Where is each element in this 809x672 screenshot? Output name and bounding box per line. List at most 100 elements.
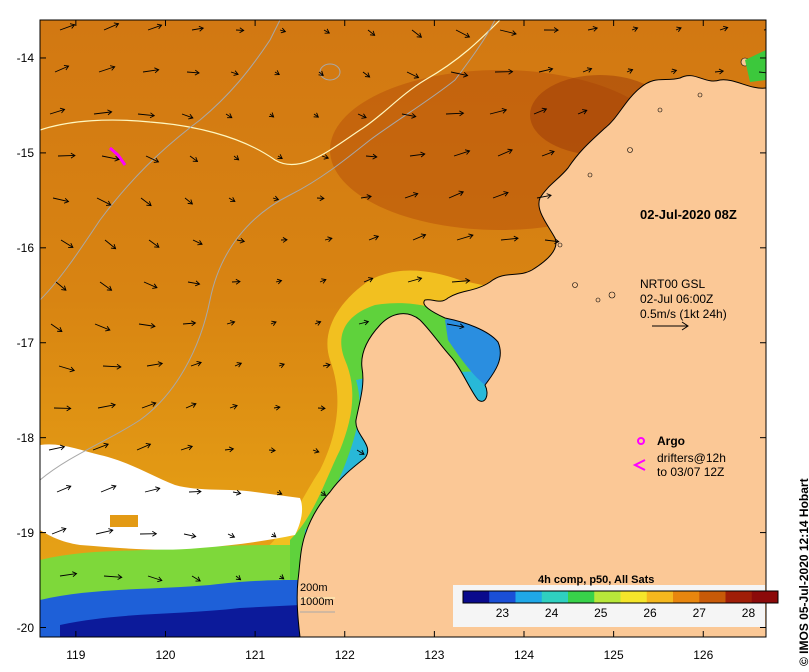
- axis-ticks: [40, 20, 766, 637]
- current-arrow: [184, 197, 194, 205]
- current-arrow: [143, 281, 158, 289]
- current-arrow: [714, 68, 725, 75]
- current-arrow: [406, 71, 420, 79]
- current-arrow: [55, 281, 67, 291]
- current-arrow: [145, 155, 160, 163]
- current-arrow: [675, 26, 682, 32]
- current-arrow: [229, 404, 238, 410]
- colorbar-tick-23: 23: [495, 606, 510, 620]
- current-scale-label: 0.5m/s (1kt 24h): [640, 307, 727, 321]
- current-arrow: [450, 71, 469, 78]
- current-arrow: [321, 154, 330, 160]
- current-arrow: [670, 68, 678, 75]
- current-arrow: [317, 405, 326, 412]
- argo-label: Argo: [657, 434, 685, 448]
- colorbar-cell: [646, 591, 674, 603]
- current-arrow: [103, 574, 123, 580]
- current-arrow: [99, 281, 113, 291]
- current-arrow: [136, 443, 152, 451]
- current-arrow: [587, 26, 599, 32]
- colorbar-cell: [463, 591, 490, 603]
- cloud-gap: [110, 515, 138, 527]
- cloud-mask: [40, 444, 303, 550]
- current-arrow: [320, 490, 327, 496]
- lat-tick--19: -19: [16, 525, 34, 540]
- current-arrow: [52, 197, 70, 204]
- lon-tick-123: 123: [424, 648, 445, 662]
- current-arrow: [230, 70, 239, 76]
- current-vectors: [48, 22, 766, 583]
- current-arrow: [235, 575, 242, 581]
- current-arrow: [456, 233, 474, 241]
- current-arrow: [362, 71, 371, 78]
- current-arrow: [183, 532, 197, 539]
- current-arrow: [188, 488, 202, 495]
- current-arrow: [322, 362, 331, 369]
- colorbar-cell: [515, 591, 543, 603]
- drifters-line2: to 03/07 12Z: [657, 465, 725, 479]
- drifter-legend-glyph: [632, 459, 646, 471]
- current-arrow: [226, 320, 236, 326]
- plot-frame: [39, 19, 767, 638]
- current-time: 02-Jul 06:00Z: [640, 292, 714, 306]
- current-arrow: [324, 236, 333, 243]
- current-arrow: [499, 29, 517, 36]
- current-arrow: [404, 192, 419, 199]
- current-arrow: [541, 150, 555, 157]
- current-arrow: [312, 448, 320, 454]
- current-arrow: [148, 239, 160, 248]
- colorbar-title: 4h comp, p50, All Sats: [538, 574, 655, 586]
- current-arrow: [147, 575, 163, 583]
- lat-tick--16: -16: [16, 240, 34, 255]
- colorbar-tick-26: 26: [643, 606, 657, 620]
- current-arrow: [455, 29, 471, 38]
- current-arrow: [318, 70, 324, 76]
- current-arrow: [94, 323, 111, 332]
- contour-200m: [40, 20, 501, 166]
- current-arrow: [719, 25, 729, 32]
- current-arrow: [368, 234, 380, 241]
- current-arrow: [270, 320, 277, 327]
- colorbar-frame: [462, 590, 779, 604]
- current-arrow: [407, 276, 423, 283]
- current-arrow: [191, 25, 205, 32]
- credit-line: © IMOS 05-Jul-2020 12:14 Hobart: [797, 478, 809, 666]
- current-arrow: [356, 449, 365, 455]
- current-arrow: [53, 405, 72, 412]
- current-arrow: [57, 152, 76, 159]
- current-arrow: [544, 238, 560, 245]
- current-arrow: [316, 195, 325, 202]
- current-arrow: [279, 27, 287, 34]
- lon-tick-120: 120: [155, 648, 176, 662]
- current-arrow: [185, 402, 197, 409]
- current-arrow: [274, 70, 280, 76]
- current-arrow: [182, 320, 197, 327]
- current-arrow: [96, 197, 112, 206]
- contour-1000m: [40, 20, 496, 481]
- sea-sw-deep: [60, 605, 300, 637]
- current-arrow: [273, 404, 281, 411]
- seamount-contour: [319, 63, 341, 81]
- current-arrow: [224, 446, 235, 453]
- colorbar-cell: [541, 591, 569, 603]
- current-arrow: [268, 112, 275, 118]
- current-arrow: [278, 362, 285, 369]
- colorbar-cell: [594, 591, 621, 603]
- current-arrow: [319, 278, 327, 284]
- current-arrow: [232, 489, 242, 496]
- current-arrow: [138, 322, 156, 329]
- current-arrow: [582, 67, 593, 73]
- current-arrow: [357, 113, 367, 119]
- lat-tick--20: -20: [16, 620, 34, 635]
- current-arrow: [445, 110, 465, 117]
- legend-1000m: 1000m: [300, 596, 334, 608]
- land-kimberley: [297, 75, 766, 637]
- current-arrow: [758, 71, 766, 74]
- current-arrow: [533, 107, 548, 115]
- current-arrow: [626, 68, 634, 74]
- current-arrow: [59, 571, 78, 577]
- drifter-track: [109, 146, 127, 166]
- current-arrow: [313, 112, 320, 118]
